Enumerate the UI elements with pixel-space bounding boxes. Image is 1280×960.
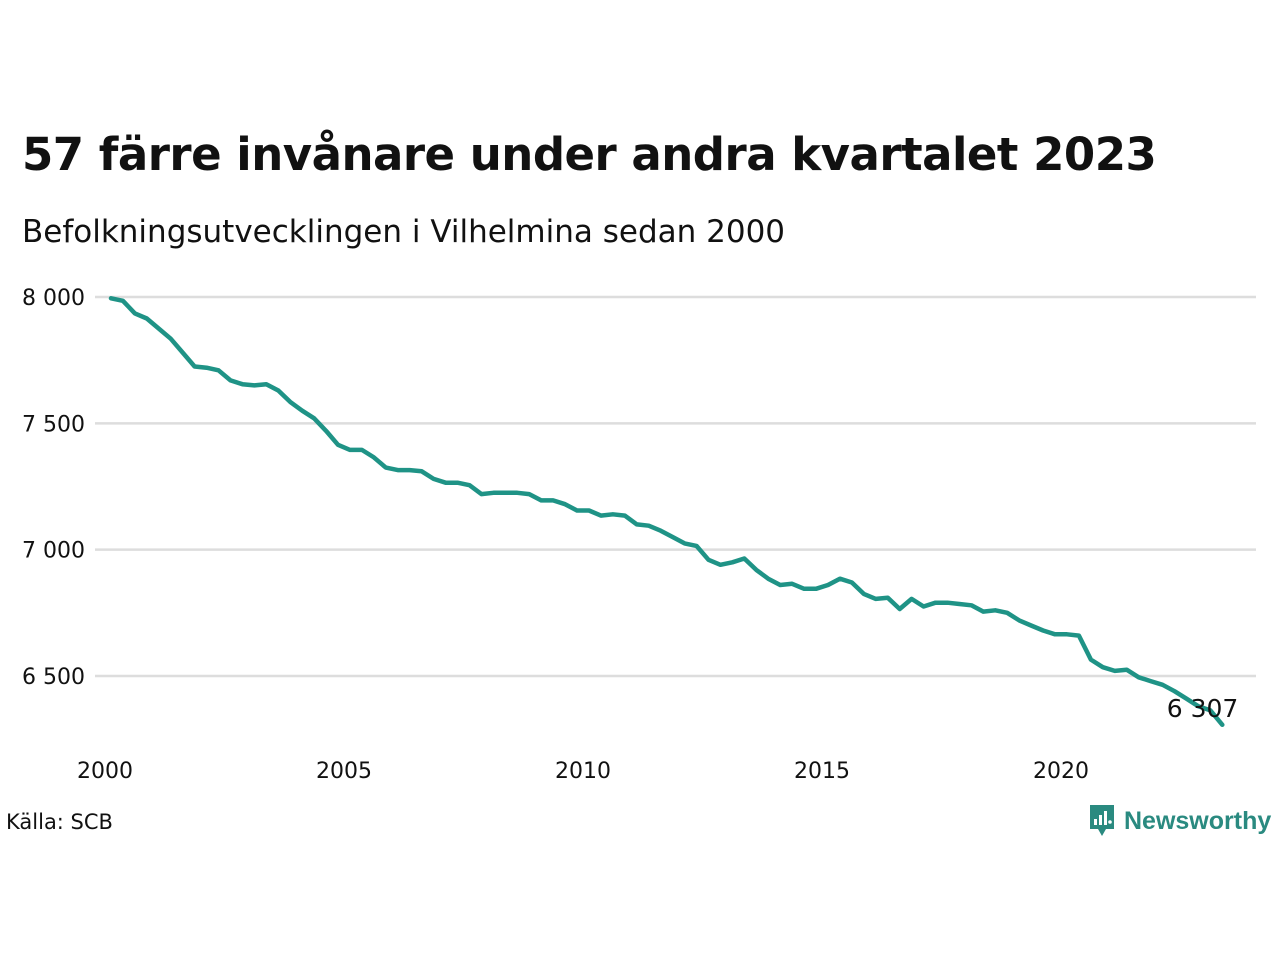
- x-tick-label: 2020: [1033, 759, 1089, 784]
- end-value-label: 6 307: [1167, 694, 1239, 723]
- chart-title: 57 färre invånare under andra kvartalet …: [22, 128, 1157, 181]
- y-tick-label: 8 000: [22, 286, 85, 311]
- y-tick-label: 7 000: [22, 539, 85, 564]
- source-note: Källa: SCB: [6, 810, 113, 834]
- series-line: [108, 296, 1225, 728]
- x-tick-label: 2000: [77, 759, 133, 784]
- brand-logo: Newsworthy: [1088, 803, 1271, 839]
- y-tick-label: 6 500: [22, 665, 85, 690]
- x-tick-label: 2005: [316, 759, 372, 784]
- chart-subtitle: Befolkningsutvecklingen i Vilhelmina sed…: [22, 214, 786, 250]
- x-tick-label: 2015: [794, 759, 850, 784]
- newsworthy-logo-icon: [1090, 805, 1114, 836]
- x-tick-label: 2010: [555, 759, 611, 784]
- brand-name: Newsworthy: [1124, 806, 1272, 835]
- y-tick-label: 7 500: [22, 412, 85, 437]
